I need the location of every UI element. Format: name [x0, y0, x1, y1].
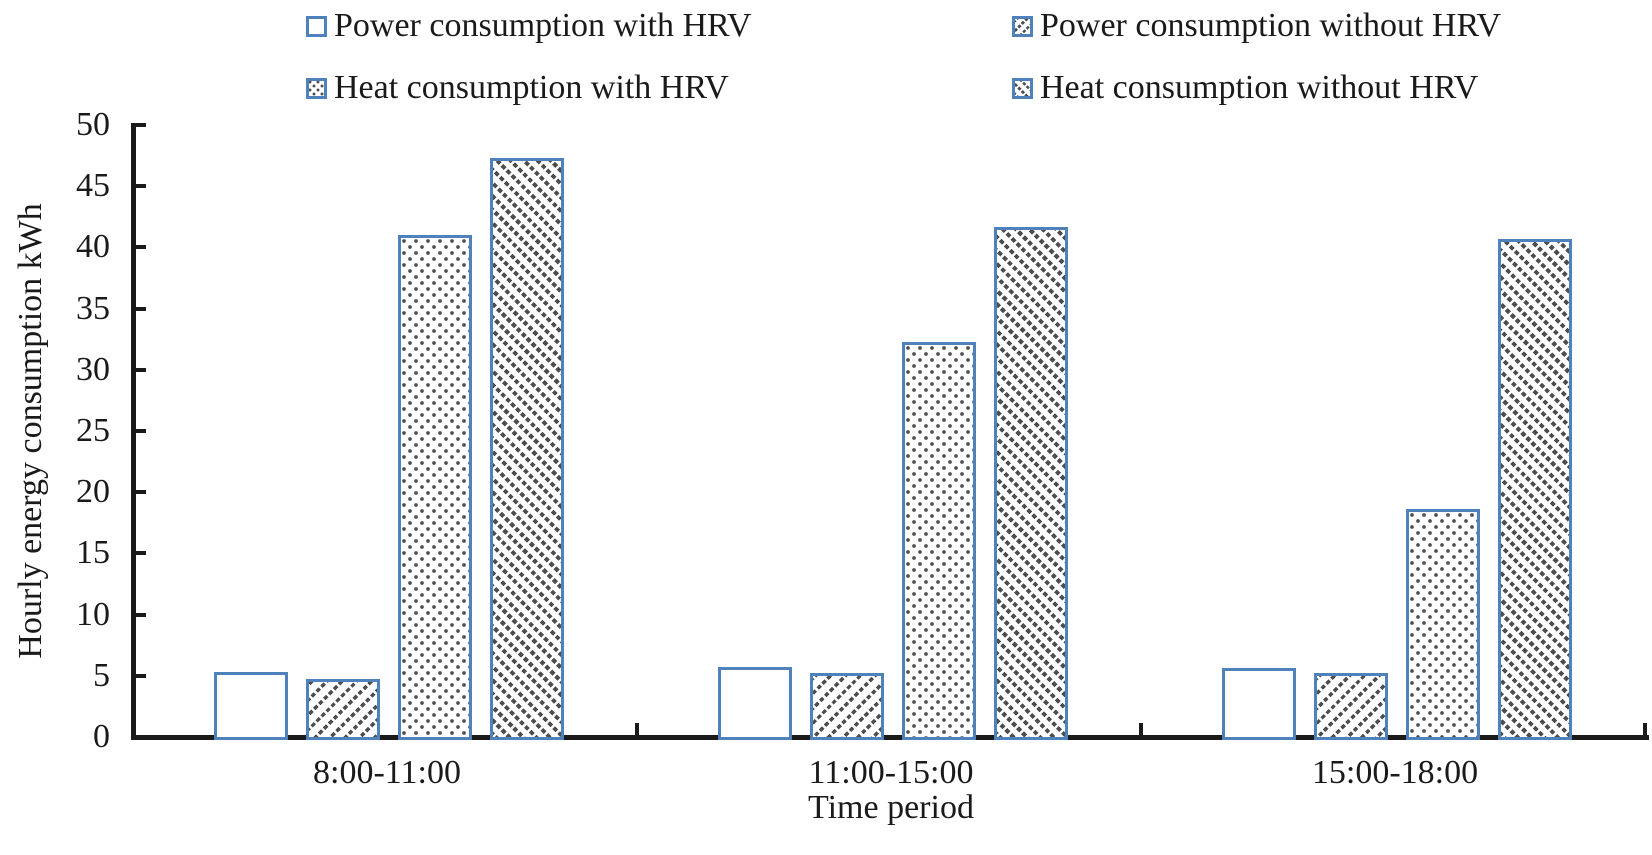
- y-tick-label: 50: [76, 106, 110, 143]
- y-axis-tick: [136, 184, 146, 189]
- y-axis-line: [131, 123, 136, 740]
- y-tick-label: 10: [76, 595, 110, 633]
- bar-power-consumption-with-hrv-cat0: [214, 672, 288, 740]
- y-axis-tick: [136, 123, 146, 127]
- x-axis-line: [131, 735, 1649, 740]
- bar-power-consumption-without-hrv-cat0: [306, 679, 380, 740]
- bar-power-consumption-with-hrv-cat2: [1222, 668, 1296, 740]
- y-tick-label: 25: [76, 412, 110, 449]
- y-tick-label: 35: [76, 289, 110, 327]
- y-tick-label: 20: [76, 473, 110, 511]
- legend-item-heat-consumption-with-hrv: Heat consumption with HRV: [306, 66, 729, 110]
- bar-heat-consumption-without-hrv-cat2: [1498, 238, 1572, 740]
- legend-swatch-none-icon: [306, 15, 327, 37]
- y-axis-tick: [136, 490, 146, 495]
- x-axis-tick: [635, 723, 639, 737]
- y-tick-label: 15: [76, 534, 110, 572]
- x-tick-label: 15:00-18:00: [1311, 754, 1479, 791]
- y-tick-label: 45: [76, 167, 110, 205]
- y-axis-tick: [136, 673, 146, 678]
- legend-label: Power consumption with HRV: [334, 7, 752, 44]
- bar-heat-consumption-with-hrv-cat0: [398, 235, 472, 740]
- bar-power-consumption-with-hrv-cat1: [718, 667, 792, 740]
- y-axis-tick: [136, 735, 146, 739]
- legend-swatch-diagonal-down-icon: [1012, 77, 1033, 99]
- y-axis-tick: [136, 367, 146, 372]
- y-axis-tick: [136, 306, 146, 311]
- bar-heat-consumption-with-hrv-cat1: [902, 341, 976, 740]
- y-axis-tick: [136, 429, 146, 433]
- legend-swatch-diagonal-up-icon: [1012, 15, 1033, 37]
- bar-heat-consumption-without-hrv-cat1: [994, 226, 1068, 740]
- x-axis-tick: [1139, 723, 1143, 737]
- x-axis-tick: [1643, 723, 1647, 737]
- legend-label: Power consumption without HRV: [1040, 7, 1501, 44]
- y-tick-label: 5: [93, 656, 110, 694]
- legend-item-power-consumption-with-hrv: Power consumption with HRV: [306, 4, 752, 48]
- x-axis-title: Time period: [808, 789, 974, 826]
- x-tick-label: 8:00-11:00: [313, 754, 461, 791]
- legend-item-heat-consumption-without-hrv: Heat consumption without HRV: [1012, 66, 1478, 110]
- y-tick-label: 40: [76, 228, 110, 266]
- y-axis-tick: [136, 551, 146, 556]
- bar-power-consumption-without-hrv-cat2: [1314, 673, 1388, 740]
- legend-swatch-dotted-icon: [306, 77, 327, 99]
- bar-heat-consumption-with-hrv-cat2: [1406, 509, 1480, 740]
- legend-label: Heat consumption with HRV: [334, 69, 729, 106]
- y-tick-label: 30: [76, 350, 110, 388]
- legend-label: Heat consumption without HRV: [1040, 69, 1479, 106]
- y-tick-label: 0: [93, 718, 110, 755]
- bar-heat-consumption-without-hrv-cat0: [490, 158, 564, 740]
- x-tick-label: 11:00-15:00: [808, 754, 974, 791]
- bar-power-consumption-without-hrv-cat1: [810, 673, 884, 740]
- legend-item-power-consumption-without-hrv: Power consumption without HRV: [1012, 4, 1501, 48]
- y-axis-tick: [136, 612, 146, 617]
- y-axis-tick: [136, 245, 146, 250]
